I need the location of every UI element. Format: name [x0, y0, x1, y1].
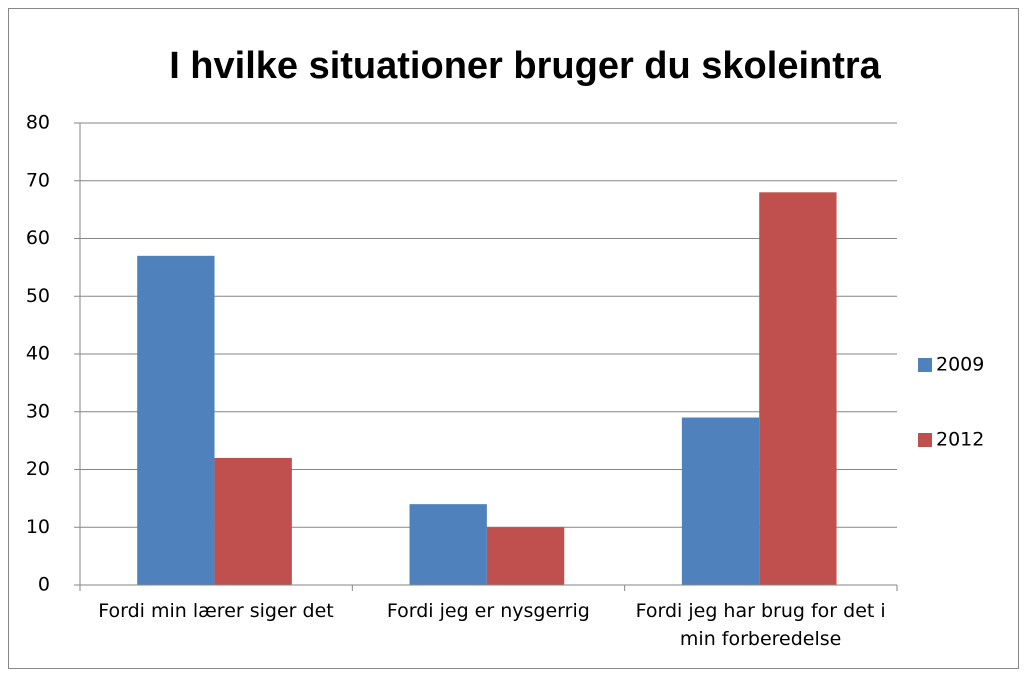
y-tick-label: 40 [26, 343, 50, 365]
bar [137, 255, 215, 585]
bar [759, 192, 837, 586]
legend-label: 2012 [936, 429, 984, 451]
y-tick-label: 20 [26, 458, 50, 480]
bar [486, 527, 565, 585]
y-tick-label: 80 [26, 112, 50, 134]
bar [214, 457, 292, 585]
x-tick-label: Fordi jeg er nysgerrig [386, 600, 590, 622]
y-tick-label: 60 [26, 227, 50, 249]
legend-label: 2009 [936, 354, 984, 376]
y-tick-label: 0 [38, 574, 50, 596]
y-tick-label: 30 [26, 400, 50, 422]
chart-title: I hvilke situationer bruger du skoleintr… [169, 45, 881, 87]
legend-swatch [918, 433, 932, 447]
x-tick-label: Fordi jeg har brug for det i min forbere… [635, 600, 886, 650]
legend-swatch [918, 358, 932, 372]
y-tick-label: 50 [26, 285, 50, 307]
x-tick-label: Fordi min lærer siger det [98, 600, 334, 622]
bar [409, 504, 487, 585]
y-tick-label: 10 [26, 516, 50, 538]
y-tick-label: 70 [26, 169, 50, 191]
bar [681, 417, 760, 585]
